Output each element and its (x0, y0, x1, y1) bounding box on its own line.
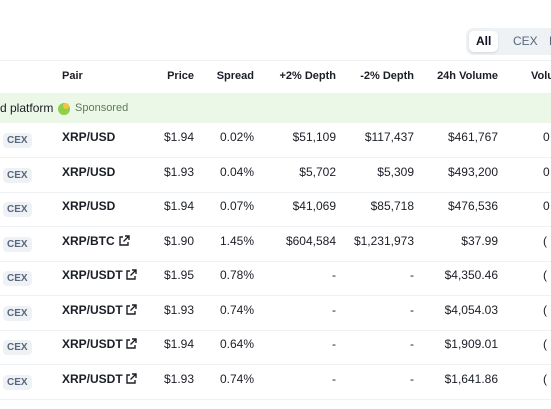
price: $1.90 (163, 233, 194, 248)
row-divider (0, 295, 551, 296)
spread: 0.07% (219, 199, 254, 213)
spread: 0.64% (219, 337, 254, 351)
volume: $4,054.03 (444, 302, 498, 317)
divider (0, 60, 551, 61)
external-link-icon[interactable] (118, 234, 130, 247)
price: $1.93 (163, 302, 194, 317)
external-link-icon[interactable] (125, 338, 137, 350)
pair: XRP/USD (62, 130, 116, 144)
depth-minus: $117,437 (364, 130, 414, 144)
volume: $37.99 (461, 233, 498, 248)
extra: ( (543, 337, 547, 351)
depth-plus: - (332, 268, 336, 282)
extra: 0 (543, 164, 550, 179)
exchange-badge: CEX (3, 271, 32, 286)
extra: ( (543, 371, 547, 386)
extra: ( (543, 268, 547, 282)
row-divider (0, 192, 551, 193)
spread: 0.78% (219, 268, 254, 282)
external-link-icon[interactable] (125, 269, 137, 281)
external-link-icon[interactable] (125, 372, 137, 385)
pair: XRP/USD (62, 164, 116, 179)
exchange-badge: CEX (3, 202, 32, 217)
depth-plus: - (332, 371, 336, 386)
depth-minus: - (410, 337, 414, 351)
column-header: 24h Volume (437, 70, 498, 82)
exchange-badge: CEX (3, 133, 32, 148)
pair: XRP/USDT (62, 337, 123, 351)
volume: $1,909.01 (444, 337, 498, 351)
pair: XRP/BTC (62, 233, 115, 248)
volume: $1,641.86 (444, 371, 498, 386)
column-header: +2% Depth (279, 70, 336, 82)
price: $1.94 (163, 337, 194, 351)
price: $1.94 (163, 130, 194, 144)
pair: XRP/USDT (62, 371, 123, 386)
exchange-badge: CEX (3, 167, 32, 183)
pair: XRP/USD (62, 199, 116, 213)
depth-plus: $5,702 (299, 164, 336, 179)
depth-minus: - (410, 302, 414, 317)
divider (0, 93, 551, 94)
extra: ( (543, 302, 547, 317)
tab[interactable]: All (469, 31, 499, 52)
volume: $493,200 (447, 164, 498, 179)
exchange-badge: CEX (3, 305, 32, 321)
depth-minus: $1,231,973 (353, 233, 414, 248)
extra: 0 (543, 130, 550, 144)
depth-minus: $5,309 (377, 164, 414, 179)
sponsored-text: d platform (0, 101, 54, 115)
spread: 0.74% (219, 302, 254, 317)
spread: 0.74% (219, 371, 254, 386)
price: $1.93 (163, 371, 194, 386)
row-divider (0, 157, 551, 158)
volume: $461,767 (447, 130, 498, 144)
column-header: -2% Depth (360, 70, 414, 82)
spread: 0.04% (219, 164, 254, 179)
depth-plus: $604,584 (285, 233, 336, 248)
price: $1.93 (163, 164, 194, 179)
column-header: Price (167, 70, 194, 82)
exchange-badge: CEX (3, 340, 32, 355)
sponsored-icon (58, 103, 70, 115)
tab[interactable]: CEX (513, 34, 538, 48)
volume: $476,536 (447, 199, 498, 213)
column-header: Spread (216, 70, 254, 82)
extra: 0 (543, 199, 550, 213)
pair: XRP/USDT (62, 302, 123, 317)
price: $1.94 (163, 199, 194, 213)
row-divider (0, 261, 551, 262)
spread: 1.45% (219, 233, 254, 248)
pair: XRP/USDT (62, 268, 123, 282)
depth-plus: $41,069 (292, 199, 336, 213)
exchange-badge: CEX (3, 374, 32, 390)
row-divider (0, 399, 551, 400)
column-header: Volu (531, 70, 551, 82)
spread: 0.02% (219, 130, 254, 144)
price: $1.95 (163, 268, 194, 282)
external-link-icon[interactable] (125, 303, 137, 316)
row-divider (0, 364, 551, 365)
sponsored-row[interactable]: d platform Sponsored (0, 94, 551, 123)
depth-minus: $85,718 (370, 199, 414, 213)
row-divider (0, 226, 551, 227)
depth-plus: $51,109 (292, 130, 336, 144)
depth-plus: - (332, 302, 336, 317)
tab-bar: All CEX D (466, 28, 551, 55)
row-divider (0, 330, 551, 331)
extra: ( (543, 233, 547, 248)
tab[interactable]: D (542, 31, 551, 52)
volume: $4,350.46 (444, 268, 498, 282)
column-header: Pair (62, 70, 83, 82)
depth-minus: - (410, 268, 414, 282)
depth-plus: - (332, 337, 336, 351)
sponsored-label: Sponsored (75, 102, 129, 114)
depth-minus: - (410, 371, 414, 386)
exchange-badge: CEX (3, 236, 32, 252)
